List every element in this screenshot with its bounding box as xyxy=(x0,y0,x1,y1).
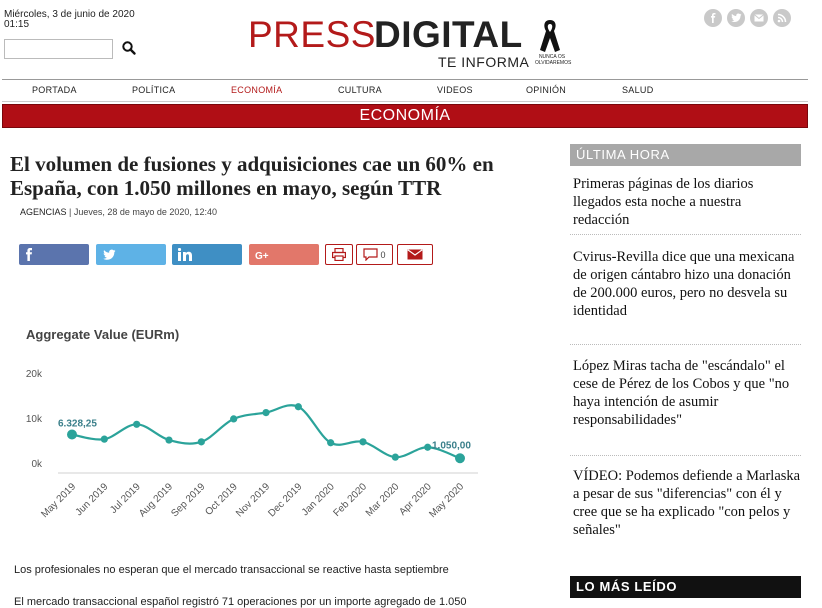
data-point xyxy=(391,453,399,461)
data-point xyxy=(197,438,205,446)
data-point xyxy=(262,409,270,417)
chart-title: Aggregate Value (EURm) xyxy=(26,327,179,342)
print-button[interactable] xyxy=(325,244,353,265)
article-body-paragraph: El mercado transaccional español registr… xyxy=(14,596,467,608)
main-nav: PORTADA POLÍTICA ECONOMÍA CULTURA VIDEOS… xyxy=(2,79,808,102)
latest-news-item[interactable]: López Miras tacha de "escándalo" el cese… xyxy=(573,358,790,428)
data-label-first: 6.328,25 xyxy=(58,419,97,430)
twitter-share-button[interactable] xyxy=(96,244,166,265)
divider xyxy=(570,234,801,235)
latest-news-item[interactable]: VÍDEO: Podemos defiende a Marlaska a pes… xyxy=(573,468,801,538)
data-point xyxy=(100,435,108,443)
x-tick-label: Sep 2019 xyxy=(169,481,207,519)
print-icon xyxy=(332,248,346,261)
article-source[interactable]: AGENCIAS xyxy=(20,207,67,217)
nav-item-portada[interactable]: PORTADA xyxy=(32,85,77,95)
chart-svg: Aggregate Value (EURm) 20k 10k 0k 6.328,25 1.… xyxy=(26,327,478,520)
data-point xyxy=(359,438,367,446)
x-tick-label: Aug 2019 xyxy=(137,481,175,519)
nav-item-videos[interactable]: VIDEOS xyxy=(437,85,473,95)
site-logo[interactable]: PRESS DIGITAL TE INFORMA NUNCA OS OLVIDA… xyxy=(248,14,578,74)
data-point xyxy=(424,443,432,451)
comment-icon xyxy=(363,248,379,261)
y-tick-label: 10k xyxy=(26,414,43,425)
aggregate-value-chart: Aggregate Value (EURm) 20k 10k 0k 6.328,25 1.… xyxy=(14,315,534,545)
x-tick-label: Dec 2019 xyxy=(266,481,304,519)
logo-ribbon-text: NUNCA OS OLVIDAREMOS xyxy=(535,54,572,66)
latest-news-item[interactable]: Primeras páginas de los diarios llegados… xyxy=(573,176,754,228)
latest-news-header: ÚLTIMA HORA xyxy=(570,144,801,166)
nav-item-cultura[interactable]: CULTURA xyxy=(338,85,382,95)
divider xyxy=(570,344,801,345)
envelope-icon xyxy=(407,249,423,260)
googleplus-share-button[interactable]: G+ xyxy=(249,244,319,265)
mourning-ribbon-icon xyxy=(540,20,560,52)
linkedin-icon xyxy=(178,248,192,261)
logo-press-text: PRESS xyxy=(248,14,376,55)
social-links xyxy=(704,9,791,27)
logo-digital-text: DIGITAL xyxy=(374,14,523,55)
search-input[interactable] xyxy=(4,39,113,59)
googleplus-icon: G+ xyxy=(255,251,269,261)
facebook-share-button[interactable] xyxy=(19,244,89,265)
comments-count: 0 xyxy=(380,249,386,260)
data-point xyxy=(67,429,77,440)
header-date: Miércoles, 3 de junio de 2020 01:15 xyxy=(4,10,135,30)
nav-item-politica[interactable]: POLÍTICA xyxy=(132,85,176,95)
email-icon[interactable] xyxy=(750,9,768,27)
facebook-icon xyxy=(26,248,32,261)
data-label-last: 1.050,00 xyxy=(432,440,471,451)
comments-button[interactable]: 0 xyxy=(356,244,393,265)
nav-item-economia[interactable]: ECONOMÍA xyxy=(231,85,283,95)
x-tick-label: May 2020 xyxy=(427,481,466,520)
x-tick-label: Jun 2019 xyxy=(74,481,111,518)
article-subheading: Los profesionales no esperan que el merc… xyxy=(14,564,449,576)
x-tick-label: May 2019 xyxy=(39,481,78,520)
twitter-icon[interactable] xyxy=(727,9,745,27)
y-tick-label: 20k xyxy=(26,369,43,380)
logo-tagline: TE INFORMA xyxy=(438,54,530,70)
nav-item-opinion[interactable]: OPINIÓN xyxy=(526,85,567,95)
article-dateline: | Jueves, 28 de mayo de 2020, 12:40 xyxy=(66,207,217,217)
twitter-icon xyxy=(103,249,116,260)
current-time: 01:15 xyxy=(4,19,30,30)
facebook-icon[interactable] xyxy=(704,9,722,27)
section-title: ECONOMÍA xyxy=(2,104,808,128)
divider xyxy=(570,455,801,456)
data-point xyxy=(165,436,173,444)
data-point xyxy=(133,420,141,428)
data-point xyxy=(230,415,238,423)
current-date: Miércoles, 3 de junio de 2020 xyxy=(4,9,135,20)
data-point xyxy=(327,439,335,447)
article-byline: AGENCIAS | Jueves, 28 de mayo de 2020, 1… xyxy=(20,207,217,217)
data-point xyxy=(294,403,302,411)
x-tick-label: Nov 2019 xyxy=(234,481,272,519)
x-tick-label: Mar 2020 xyxy=(364,481,402,519)
article-headline: El volumen de fusiones y adquisiciones c… xyxy=(10,152,494,200)
latest-news-item[interactable]: Cvirus-Revilla dice que una mexicana de … xyxy=(573,249,795,319)
linkedin-share-button[interactable] xyxy=(172,244,242,265)
search-icon[interactable] xyxy=(121,40,137,56)
nav-item-salud[interactable]: SALUD xyxy=(622,85,654,95)
rss-icon[interactable] xyxy=(773,9,791,27)
data-point xyxy=(455,453,465,464)
x-tick-label: Feb 2020 xyxy=(331,481,369,519)
email-share-button[interactable] xyxy=(397,244,433,265)
most-read-header: LO MÁS LEÍDO xyxy=(570,576,801,598)
svg-text:G+: G+ xyxy=(255,251,269,261)
y-tick-label: 0k xyxy=(31,459,43,470)
